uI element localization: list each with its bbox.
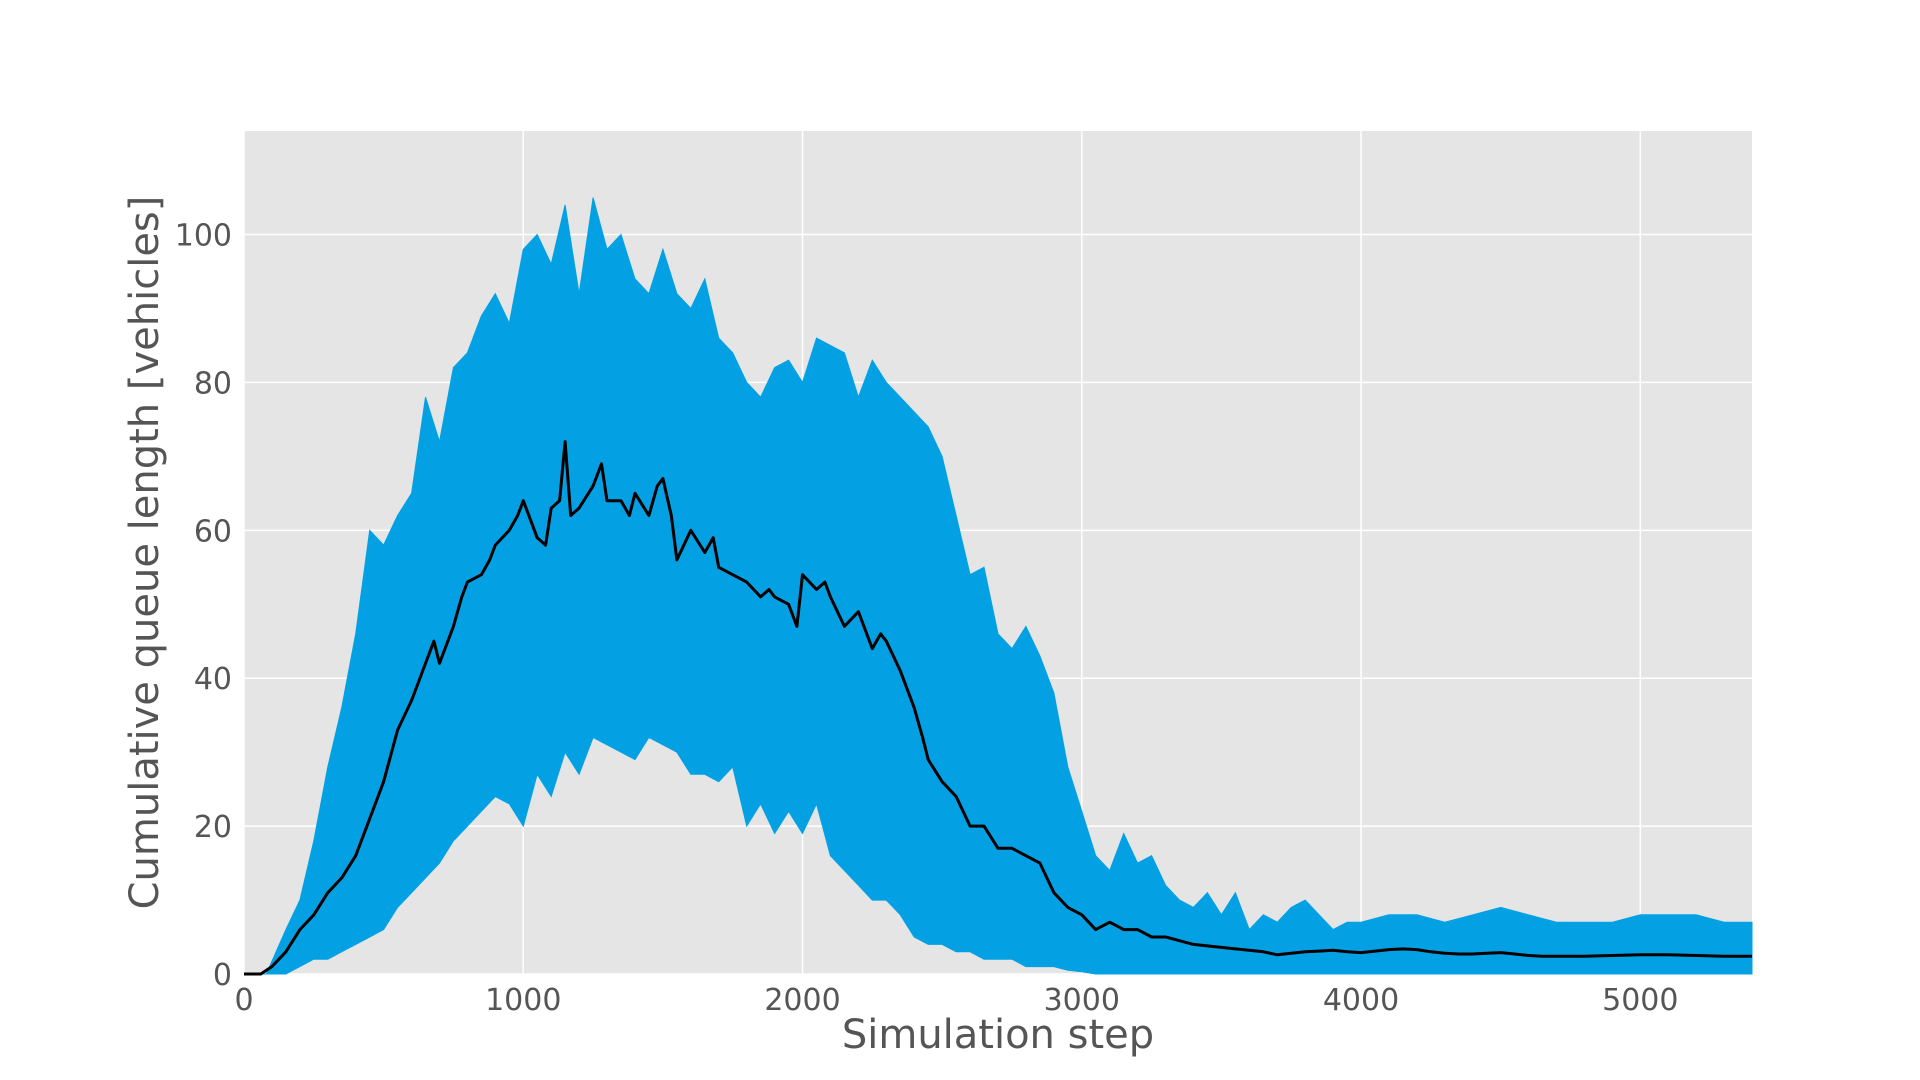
y-tick-label: 40: [194, 662, 232, 697]
x-tick-label: 5000: [1602, 983, 1678, 1018]
x-tick-label: 3000: [1044, 983, 1120, 1018]
mean-line: [244, 440, 1752, 976]
series-layer: [244, 197, 1753, 976]
x-tick-label: 4000: [1323, 983, 1399, 1018]
x-axis-label: Simulation step: [842, 1012, 1154, 1058]
tick-labels: 0 1000 2000 3000 4000 5000 0 20 40 60 80 100: [175, 219, 1679, 1018]
y-tick-label: 80: [194, 366, 232, 401]
y-tick-label: 60: [194, 514, 232, 549]
confidence-band: [244, 197, 1753, 975]
y-tick-label: 0: [213, 958, 232, 993]
x-tick-label: 0: [234, 983, 253, 1018]
x-tick-label: 2000: [764, 983, 840, 1018]
y-axis-label: Cumulative queue length [vehicles]: [122, 196, 168, 910]
y-tick-label: 100: [175, 219, 232, 254]
y-tick-label: 20: [194, 810, 232, 845]
x-tick-label: 1000: [485, 983, 561, 1018]
